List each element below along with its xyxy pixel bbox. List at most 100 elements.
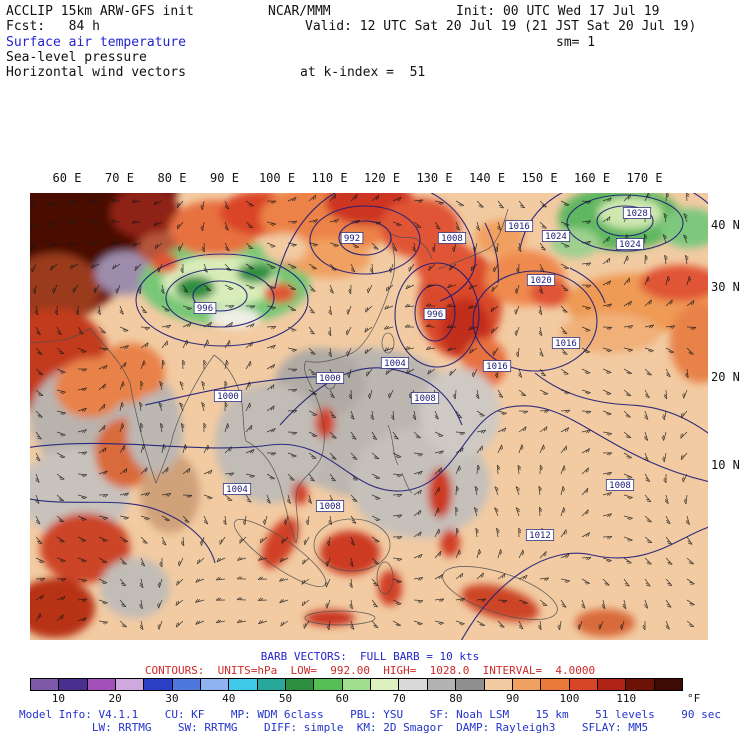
temperature-shading-layer	[30, 193, 708, 640]
wind-barbs-layer	[30, 193, 697, 631]
pressure-label-box	[525, 529, 555, 541]
sm-label: sm= 1	[556, 35, 596, 50]
lat-tick-label: 40 N	[711, 218, 740, 232]
lon-tick-label: 60 E	[52, 171, 82, 185]
colorbar-segment	[285, 679, 314, 690]
colorbar-segment	[58, 679, 87, 690]
lon-tick-label: 170 E	[626, 171, 663, 185]
colorbar-tick-label: 10	[51, 692, 66, 705]
colorbar-segment	[31, 679, 59, 690]
colorbar-tick-label: 90	[506, 692, 520, 705]
pressure-label: 1000	[217, 392, 239, 402]
pressure-label-box	[551, 337, 581, 349]
pressure-label-box	[315, 372, 345, 384]
pressure-label: 996	[427, 310, 443, 320]
pressure-label-box	[340, 232, 364, 244]
pressure-label: 1008	[414, 394, 436, 404]
colorbar-segment	[143, 679, 172, 690]
pressure-label: 992	[344, 234, 360, 244]
colorbar-segment	[625, 679, 654, 690]
init-time-label: Init: 00 UTC Wed 17 Jul 19	[456, 4, 660, 19]
colorbar-segment	[511, 679, 541, 690]
pressure-label-box	[541, 230, 571, 242]
pressure-label-box	[615, 238, 645, 250]
pressure-label-box	[504, 220, 534, 232]
field-pressure-label: Sea-level pressure	[6, 50, 147, 65]
colorbar-segment	[653, 679, 682, 690]
pressure-labels-layer: 992 1008 1016 1024 1028 1024 1020 996 996 1000 100…	[193, 207, 652, 541]
pressure-label-box	[193, 302, 217, 314]
colorbar-segment	[341, 679, 371, 690]
colorbar-segment	[86, 679, 116, 690]
lat-tick-label: 30 N	[711, 280, 740, 294]
pressure-label: 1012	[529, 531, 551, 541]
pressure-label-box	[622, 207, 652, 219]
colorbar-segment	[256, 679, 286, 690]
pressure-label: 1008	[609, 481, 631, 491]
pressure-label: 1024	[619, 240, 641, 250]
colorbar-tick-label: 60	[335, 692, 349, 705]
weather-map: 992 1008 1016 1024 1028 1024 1020 996 996 1000 100…	[30, 193, 708, 640]
fcst-hour-label: Fcst: 84 h	[6, 19, 100, 34]
pressure-label: 1028	[626, 209, 648, 219]
colorbar-segment	[398, 679, 427, 690]
colorbar-tick-label: 110	[616, 692, 637, 705]
colorbar-segment	[596, 679, 626, 690]
pressure-contours-layer	[30, 193, 708, 640]
pressure-label: 1000	[319, 374, 341, 384]
lon-tick-label: 120 E	[363, 171, 401, 185]
pressure-label-box	[423, 308, 447, 320]
colorbar-tick-label: 20	[108, 692, 122, 705]
pressure-label-box	[315, 500, 345, 512]
pressure-label: 996	[197, 304, 213, 314]
lon-tick-label: 80 E	[157, 171, 187, 185]
colorbar-segment	[370, 679, 399, 690]
lon-tick-label: 150 E	[521, 171, 558, 185]
pressure-label-box	[410, 392, 440, 404]
pressure-label: 1004	[226, 485, 248, 495]
pressure-label: 1004	[384, 359, 406, 369]
lon-tick-label: 160 E	[573, 171, 611, 185]
coastlines-layer	[30, 208, 558, 626]
temperature-colorbar	[30, 678, 683, 691]
pressure-label: 1024	[545, 232, 567, 242]
lon-tick-label: 90 E	[210, 171, 239, 185]
pressure-label-box	[213, 390, 243, 402]
pressure-label-box	[526, 274, 556, 286]
colorbar-tick-label: 40	[222, 692, 236, 705]
colorbar-segment	[115, 679, 144, 690]
lat-tick-label: 20 N	[711, 370, 740, 384]
colorbar-tick-label: 100	[559, 692, 580, 705]
valid-time-label: Valid: 12 UTC Sat 20 Jul 19 (21 JST Sat …	[305, 19, 697, 34]
colorbar-tick-label: 70	[392, 692, 406, 705]
lat-tick-label: 10 N	[711, 458, 740, 472]
barb-vector-legend: BARB VECTORS: FULL BARB = 10 kts	[260, 650, 480, 663]
lon-tick-label: 70 E	[105, 171, 134, 185]
wind-barb-field	[30, 193, 697, 631]
field-temperature-label: Surface air temperature	[6, 35, 187, 50]
pressure-label-box	[380, 357, 410, 369]
field-wind-label: Horizontal wind vectors	[6, 65, 187, 80]
pressure-label-box	[222, 483, 252, 495]
pressure-label-box	[605, 479, 635, 491]
colorbar-segment	[171, 679, 201, 690]
k-index-label: at k-index = 51	[300, 65, 426, 80]
colorbar-segment	[313, 679, 342, 690]
pressure-label: 1016	[555, 339, 577, 349]
pressure-label-box	[437, 232, 467, 244]
pressure-label: 1016	[486, 362, 508, 372]
colorbar-tick-label: 50	[278, 692, 293, 705]
colorbar-segment	[540, 679, 569, 690]
org-label: NCAR/MMM	[268, 4, 331, 19]
pressure-label-box	[482, 360, 512, 372]
pressure-label: 1016	[508, 222, 530, 232]
colorbar-segment	[228, 679, 257, 690]
colorbar-segment	[455, 679, 484, 690]
pressure-label: 1020	[530, 276, 552, 286]
lon-tick-label: 110 E	[311, 171, 348, 185]
colorbar-segment	[426, 679, 456, 690]
model-info-line1: Model Info: V4.1.1 CU: KF MP: WDM 6class…	[19, 708, 721, 721]
colorbar-segment	[483, 679, 512, 690]
model-title: ACCLIP 15km ARW-GFS init	[6, 4, 194, 19]
